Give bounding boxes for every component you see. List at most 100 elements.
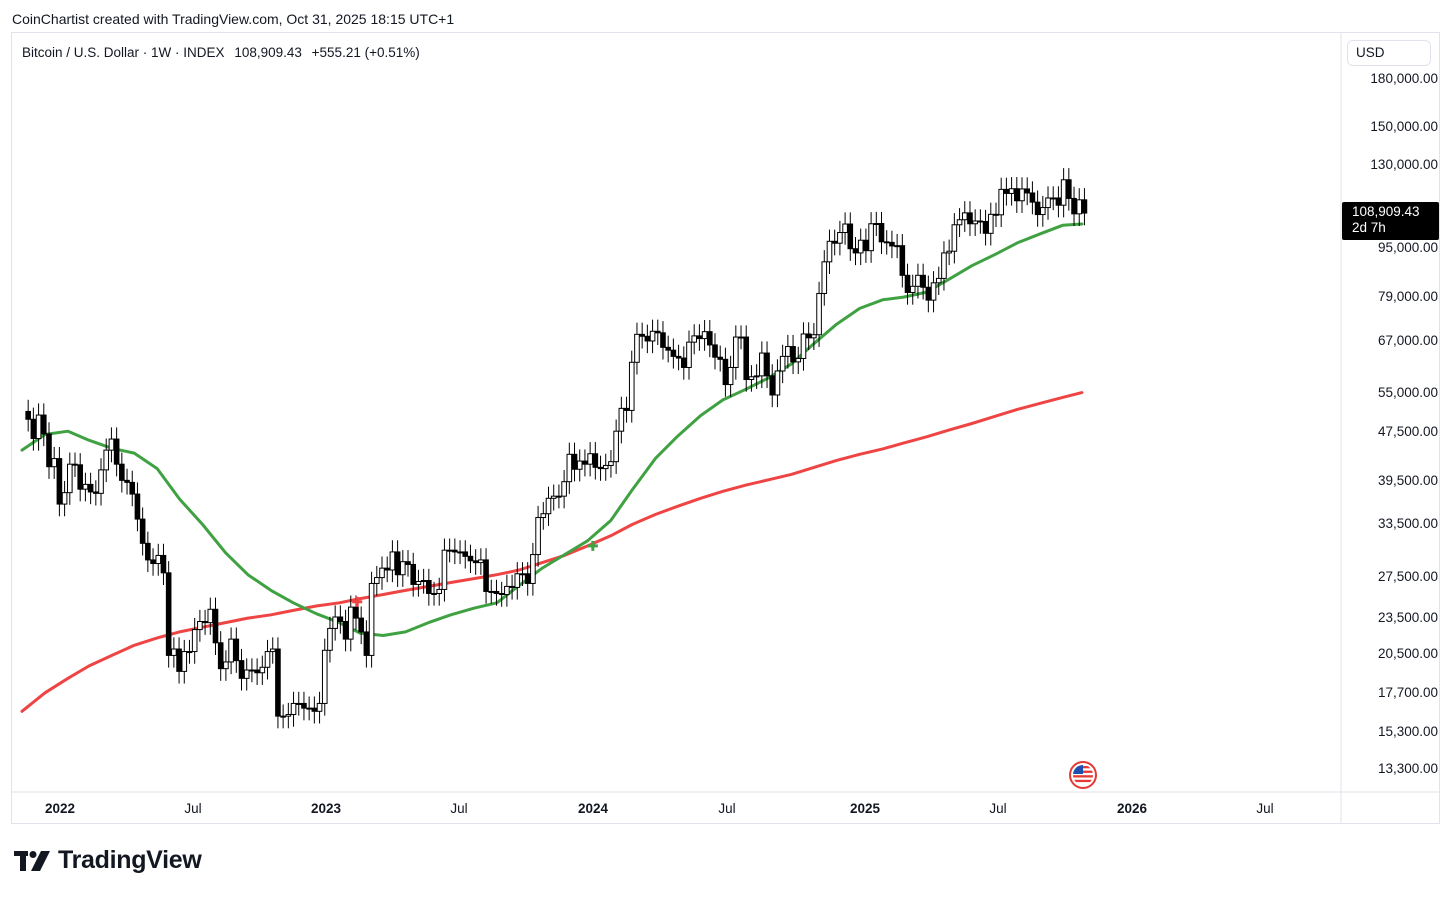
candle-body — [967, 212, 973, 225]
candle-body — [223, 661, 229, 670]
candle-body — [306, 707, 312, 710]
candle-body — [868, 223, 874, 252]
candle-body — [327, 627, 333, 651]
currency-selector[interactable]: USD — [1347, 40, 1431, 66]
price-tick-label: 95,000.00 — [1377, 240, 1438, 256]
candle-body — [1045, 197, 1051, 209]
candle-body — [904, 274, 911, 293]
us-flag-icon[interactable] — [1068, 761, 1098, 789]
candle-body — [722, 358, 729, 386]
candle-body — [654, 330, 661, 334]
candle-body — [457, 551, 463, 554]
time-tick-label: Jul — [1256, 801, 1274, 816]
candle-body — [566, 453, 573, 483]
last-price: 108,909.43 — [234, 45, 302, 60]
candle-body — [1008, 188, 1015, 194]
candle-body — [1040, 207, 1046, 216]
candle-body — [571, 453, 578, 470]
time-tick-label: Jul — [718, 801, 736, 816]
candle-body — [883, 241, 890, 244]
candle-body — [51, 458, 57, 468]
candle-body — [269, 648, 276, 653]
time-tick-label: Jul — [184, 801, 202, 816]
time-tick-label: Jul — [989, 801, 1007, 816]
candle-body — [779, 355, 786, 372]
candle-body — [373, 577, 380, 584]
candle-body — [1003, 188, 1010, 194]
candle-body — [431, 592, 437, 595]
candle-body — [701, 331, 708, 340]
candle-body — [587, 453, 593, 465]
candle-body — [181, 651, 188, 672]
candle-body — [134, 493, 141, 520]
candle-body — [592, 453, 599, 468]
price-tick-label: 39,500.00 — [1377, 472, 1438, 488]
price-change: +555.21 (+0.51%) — [311, 45, 420, 60]
candle-body — [743, 336, 750, 380]
candle-body — [98, 469, 104, 494]
candle-body — [733, 336, 739, 368]
candle-body — [249, 669, 255, 672]
candle-body — [280, 715, 286, 718]
candle-body — [379, 567, 385, 579]
candle-body — [446, 549, 453, 552]
candle-body — [332, 616, 338, 629]
price-tick-label: 20,500.00 — [1377, 646, 1438, 662]
candle-body — [951, 224, 958, 252]
candle-body — [634, 333, 640, 363]
candle-body — [977, 220, 984, 223]
candle-body — [1024, 188, 1031, 194]
price-tick-label: 150,000.00 — [1370, 119, 1438, 135]
candle-body — [993, 213, 999, 216]
candle-body — [165, 572, 172, 656]
candle-body — [863, 239, 869, 252]
chart-header: CoinChartist created with TradingView.co… — [12, 11, 455, 27]
candle-body — [426, 580, 432, 594]
candle-body — [545, 497, 552, 515]
candle-body — [946, 250, 952, 254]
candle-body — [108, 438, 115, 451]
candle-body — [1071, 197, 1077, 215]
candle-body — [405, 561, 411, 565]
candle-body — [712, 344, 718, 358]
candle-body — [321, 649, 328, 704]
candle-body — [837, 232, 843, 244]
candle-body — [119, 463, 125, 481]
candle-body — [1013, 188, 1020, 202]
price-tick-label: 130,000.00 — [1370, 157, 1438, 173]
symbol-name[interactable]: Bitcoin / U.S. Dollar · 1W · INDEX — [22, 45, 225, 60]
candle-body — [509, 585, 515, 588]
candle-body — [358, 617, 364, 633]
candle-body — [233, 638, 240, 662]
candle-body — [25, 410, 31, 420]
candle-body — [524, 573, 531, 584]
candle-body — [35, 414, 42, 439]
tradingview-brand: TradingView — [14, 846, 202, 875]
candle-body — [1076, 199, 1083, 215]
chart-frame — [11, 32, 1440, 824]
candle-body — [139, 518, 146, 544]
candle-body — [514, 573, 521, 588]
candle-body — [337, 616, 344, 622]
candle-body — [847, 223, 854, 250]
candle-body — [925, 286, 932, 301]
tradingview-logo-icon — [14, 850, 50, 871]
candle-body — [82, 483, 89, 490]
candle-body — [680, 357, 687, 368]
candle-body — [602, 464, 609, 470]
candle-body — [275, 648, 281, 717]
candle-body — [436, 588, 443, 594]
candle-body — [72, 463, 78, 466]
candle-body — [186, 651, 193, 654]
candle-body — [582, 460, 588, 465]
candle-body — [384, 567, 391, 571]
candle-body — [61, 492, 68, 505]
candle-body — [160, 554, 167, 574]
candle-body — [816, 292, 822, 336]
candle-body — [707, 331, 713, 346]
candle-body — [77, 464, 84, 490]
candle-body — [930, 282, 937, 301]
candle-body — [956, 219, 963, 226]
candle-body — [46, 433, 52, 468]
